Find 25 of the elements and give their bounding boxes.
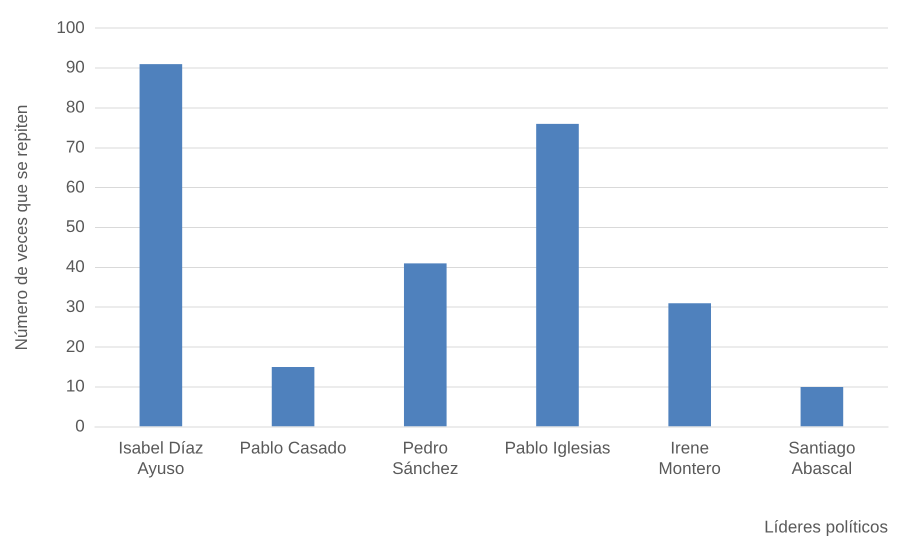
- x-tick-label: Irene Montero: [658, 438, 721, 478]
- y-tick-label: 80: [66, 98, 85, 117]
- bar: [668, 303, 712, 426]
- bar: [140, 64, 182, 426]
- y-tick-label: 10: [66, 376, 85, 396]
- x-tick-label: Pedro Sánchez: [392, 438, 458, 478]
- y-tick-label: 40: [66, 257, 85, 276]
- bar: [800, 386, 844, 426]
- y-tick-label: 90: [66, 58, 85, 77]
- y-tick-label: 70: [66, 137, 85, 156]
- bar: [404, 263, 447, 426]
- y-tick-label: 20: [66, 336, 85, 356]
- x-axis-title: Líderes políticos: [764, 517, 888, 536]
- y-tick-label: 30: [66, 296, 85, 316]
- x-tick-label: Pablo Casado: [240, 438, 346, 458]
- x-tick-label: Santiago Abascal: [788, 438, 856, 478]
- x-tick-label: Pablo Iglesias: [504, 438, 610, 458]
- y-tick-label: 100: [56, 18, 85, 37]
- bar: [536, 124, 579, 426]
- y-tick-label: 0: [75, 416, 85, 436]
- bar: [272, 367, 314, 426]
- y-tick-label: 50: [66, 217, 85, 236]
- y-tick-label: 60: [66, 177, 85, 196]
- x-tick-label: Isabel Díaz Ayuso: [118, 438, 204, 478]
- y-axis-title: Número de veces que se repiten: [12, 104, 31, 350]
